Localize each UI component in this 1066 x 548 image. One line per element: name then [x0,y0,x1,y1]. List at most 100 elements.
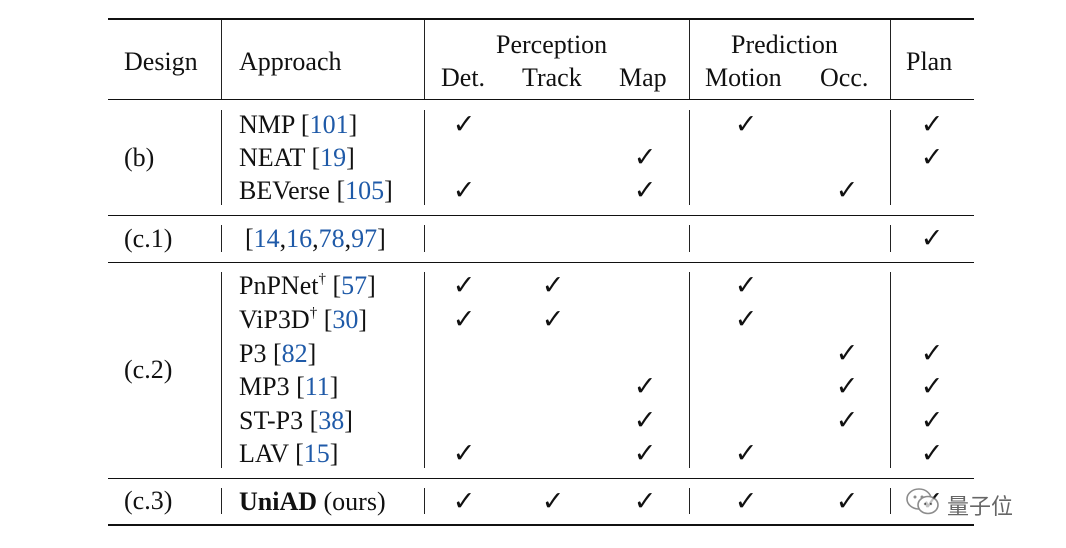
checkmark-track: ✓ [541,486,565,517]
citation-link[interactable]: 101 [309,110,349,139]
column-separator [221,488,222,514]
group-rule-c2 [108,478,974,479]
column-separator [689,20,690,99]
checkmark-plan: ✓ [920,438,944,469]
checkmark-det: ✓ [452,486,476,517]
header-perception: Perception [496,30,608,59]
checkmark-occ: ✓ [835,405,859,436]
checkmark-occ: ✓ [835,371,859,402]
approach-name: BEVerse [239,176,330,205]
checkmark-map: ✓ [633,371,657,402]
checkmark-plan: ✓ [920,371,944,402]
citation-link[interactable]: 57 [341,271,368,300]
checkmark-det: ✓ [452,438,476,469]
header-track: Track [522,63,582,92]
header-rule [108,99,974,100]
column-separator [689,110,690,205]
header-approach: Approach [239,47,342,76]
checkmark-map: ✓ [633,175,657,206]
approach-cell: ViP3D† [30] [239,305,368,334]
checkmark-motion: ✓ [734,486,758,517]
wechat-icon [905,487,941,522]
approach-cell: ST-P3 [38] [239,406,353,435]
design-label: (c.1) [124,223,173,253]
header-map: Map [619,63,667,92]
checkmark-plan: ✓ [920,405,944,436]
checkmark-motion: ✓ [734,109,758,140]
column-separator [689,488,690,514]
design-label: (c.3) [124,486,173,515]
approach-cell: PnPNet† [57] [239,271,376,300]
citation-link[interactable]: 14 [253,224,280,253]
citation-link[interactable]: 38 [318,406,345,435]
citation-link[interactable]: 97 [351,224,378,253]
checkmark-track: ✓ [541,304,565,335]
approach-cell: MP3 [11] [239,372,339,401]
column-separator [424,110,425,205]
column-separator [890,225,891,252]
citation-link[interactable]: 105 [345,176,385,205]
checkmark-plan: ✓ [920,142,944,173]
approach-cell: [14,16,78,97] [245,224,386,253]
column-separator [424,225,425,252]
checkmark-det: ✓ [452,109,476,140]
checkmark-motion: ✓ [734,270,758,301]
column-separator [221,225,222,252]
approach-cell: UniAD (ours) [239,489,386,515]
citation-link[interactable]: 16 [286,224,313,253]
checkmark-map: ✓ [633,142,657,173]
column-separator [424,488,425,514]
column-separator [890,272,891,468]
dagger-mark: † [318,271,326,287]
approach-suffix: (ours) [317,487,386,516]
watermark: 量子位 [905,487,1013,522]
approach-name: UniAD [239,487,318,516]
watermark-text: 量子位 [947,494,1014,520]
checkmark-map: ✓ [633,486,657,517]
header-occ: Occ. [820,63,869,92]
checkmark-map: ✓ [633,438,657,469]
checkmark-det: ✓ [452,304,476,335]
checkmark-occ: ✓ [835,175,859,206]
column-separator [221,20,222,99]
column-separator [424,20,425,99]
bottom-rule [108,524,974,526]
checkmark-motion: ✓ [734,304,758,335]
checkmark-track: ✓ [541,270,565,301]
checkmark-occ: ✓ [835,486,859,517]
checkmark-plan: ✓ [920,223,944,254]
citation-link[interactable]: 82 [281,339,308,368]
citation-link[interactable]: 78 [318,224,345,253]
column-separator [890,20,891,99]
checkmark-plan: ✓ [920,338,944,369]
column-separator [890,488,891,514]
column-separator [689,272,690,468]
citation-link[interactable]: 15 [303,439,330,468]
header-design: Design [124,47,198,76]
design-label: (c.2) [124,355,173,384]
column-separator [424,272,425,468]
approach-name: P3 [239,339,267,368]
header-motion: Motion [705,63,782,92]
approach-name: PnPNet [239,271,319,300]
approach-cell: NMP [101] [239,110,358,139]
citation-link[interactable]: 11 [304,372,330,401]
checkmark-map: ✓ [633,405,657,436]
column-separator [890,110,891,205]
checkmark-occ: ✓ [835,338,859,369]
approach-cell: LAV [15] [239,439,339,468]
design-label: (b) [124,142,155,172]
checkmark-det: ✓ [452,175,476,206]
header-prediction: Prediction [731,30,838,59]
header-plan: Plan [906,47,953,76]
approach-name: NEAT [239,143,305,172]
approach-name: LAV [239,439,289,468]
approach-cell: NEAT [19] [239,143,355,172]
column-separator [689,225,690,252]
citation-link[interactable]: 19 [320,143,347,172]
citation-link[interactable]: 30 [332,305,359,334]
approach-name: NMP [239,110,295,139]
checkmark-det: ✓ [452,270,476,301]
approach-cell: BEVerse [105] [239,176,393,205]
